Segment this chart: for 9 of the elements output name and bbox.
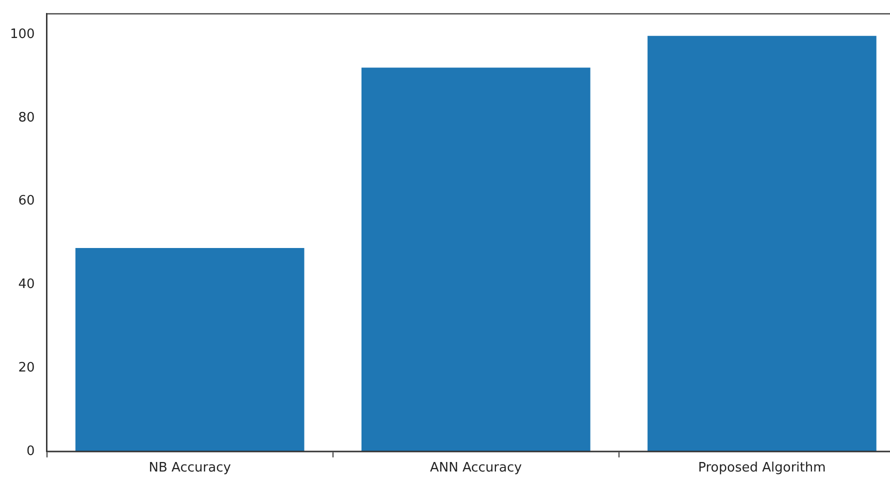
x-tick-label: Proposed Algorithm	[698, 460, 826, 476]
y-tick-label: 40	[18, 277, 35, 292]
y-tick-label: 20	[18, 360, 35, 376]
x-tick-label: NB Accuracy	[148, 460, 232, 476]
y-tick-label: 100	[10, 27, 35, 42]
y-tick-label: 60	[18, 194, 35, 209]
y-tick-label: 80	[18, 110, 35, 126]
x-tick-label: ANN Accuracy	[430, 460, 522, 476]
y-tick-label: 0	[26, 444, 35, 459]
